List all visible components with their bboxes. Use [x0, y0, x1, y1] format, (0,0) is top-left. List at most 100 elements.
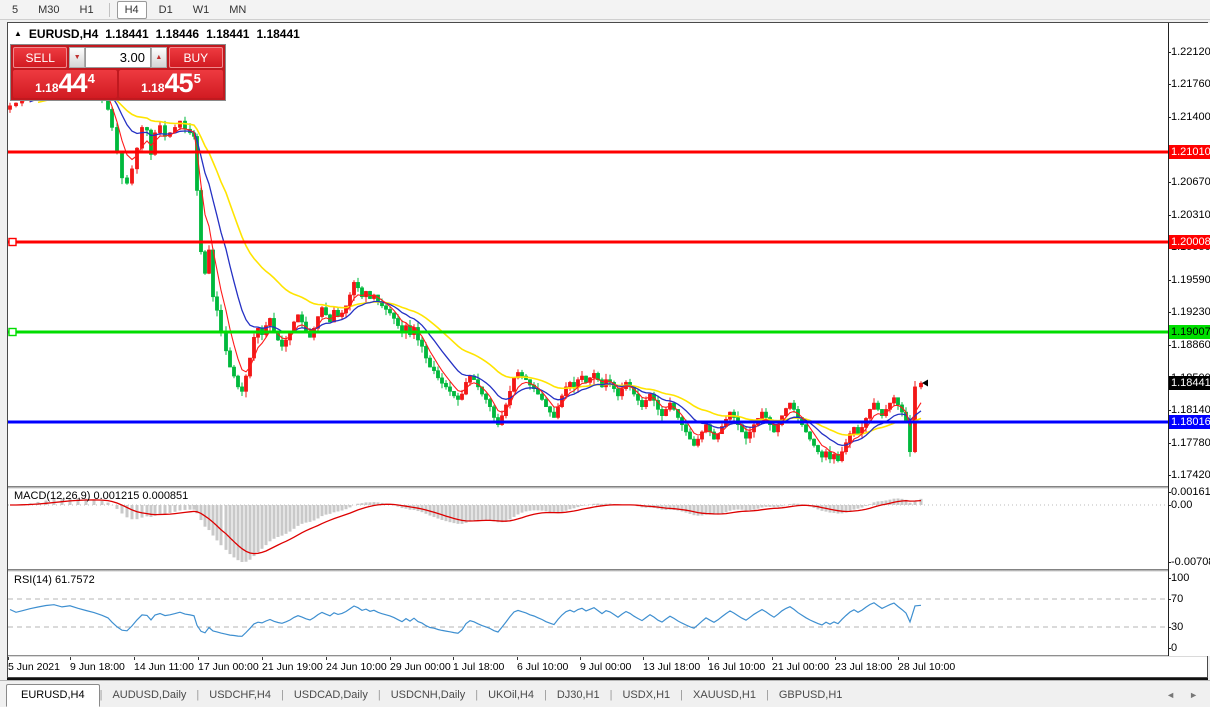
price-badge: 1.18441 — [1169, 376, 1210, 390]
time-axis-label: 9 Jul 00:00 — [580, 657, 632, 673]
price-axis-tick: 1.21400 — [1168, 111, 1210, 123]
buy-price-prefix: 1.18 — [141, 81, 165, 95]
volume-decrease-button[interactable]: ▼ — [69, 47, 85, 68]
time-axis-label: 29 Jun 00:00 — [390, 657, 451, 673]
price-axis-tick: 1.19230 — [1168, 306, 1210, 318]
macd-label: MACD(12,26,9) 0.001215 0.000851 — [14, 490, 189, 502]
price-axis[interactable]: 1.221201.217601.214001.206701.203101.199… — [1167, 23, 1210, 656]
macd-pane-splitter[interactable] — [8, 486, 1207, 489]
price-badge: 1.21010 — [1169, 145, 1210, 159]
time-axis-label: 1 Jul 18:00 — [453, 657, 505, 673]
tab-divider: | — [281, 689, 284, 701]
price-axis-tick: 1.18140 — [1168, 404, 1210, 416]
tab-divider: | — [196, 689, 200, 701]
price-axis-tick: -0.007088 — [1168, 556, 1210, 568]
price-axis-tick: 1.17420 — [1168, 469, 1210, 481]
price-axis-tick: 70 — [1167, 593, 1184, 605]
ohlc-low: 1.18441 — [206, 27, 250, 41]
price-axis-tick: 1.21760 — [1168, 78, 1210, 90]
tab-divider: | — [609, 689, 613, 701]
time-axis-label: 28 Jul 10:00 — [898, 657, 956, 673]
chart-tab-dj30[interactable]: DJ30,H1 — [556, 689, 600, 701]
buy-quote[interactable]: 1.18 45 5 — [119, 70, 223, 98]
chart-header: ▲ EURUSD,H4 1.18441 1.18446 1.18441 1.18… — [14, 27, 300, 41]
chart-tab-gbpusd[interactable]: GBPUSD,H1 — [778, 689, 843, 701]
chart-symbol-period: EURUSD,H4 — [28, 27, 99, 41]
tab-divider: | — [99, 689, 103, 701]
chart-tab-usdx[interactable]: USDX,H1 — [622, 689, 671, 701]
tab-divider: | — [765, 689, 769, 701]
sell-price-sup: 4 — [87, 71, 95, 86]
time-axis-label: 14 Jun 11:00 — [134, 657, 194, 673]
axis-border-line — [1168, 23, 1169, 656]
time-axis-label: 5 Jun 2021 — [8, 657, 60, 673]
tab-scroll-arrows: ◄ ► — [1166, 690, 1210, 706]
rsi-chart-canvas[interactable] — [8, 572, 1168, 655]
time-axis-label: 21 Jul 00:00 — [772, 657, 830, 673]
timeframe-button-h4[interactable]: H4 — [116, 0, 147, 19]
ohlc-high: 1.18446 — [155, 27, 200, 41]
ohlc-open: 1.18441 — [105, 27, 149, 41]
tab-scroll-right-icon[interactable]: ► — [1189, 690, 1198, 700]
window-bottom-border — [7, 678, 1208, 680]
time-axis-label: 9 Jun 18:00 — [70, 657, 125, 673]
price-axis-tick: 30 — [1167, 621, 1184, 633]
rsi-pane-splitter[interactable] — [8, 569, 1207, 572]
timeframe-button-h1[interactable]: H1 — [79, 3, 94, 16]
timeframe-toolbar: 5 M30 H1 H4 D1 W1 MN — [0, 0, 1210, 20]
price-badge: 1.19007 — [1169, 325, 1210, 339]
sell-button[interactable]: SELL — [13, 47, 68, 68]
time-axis[interactable]: 5 Jun 2021 9 Jun 18:00 14 Jun 11:00 17 Jun … — [8, 657, 1168, 677]
chart-tab-audusd[interactable]: AUDUSD,Daily — [112, 689, 187, 701]
sell-price-big: 44 — [58, 68, 88, 98]
timeframe-button-m30[interactable]: M30 — [38, 3, 60, 16]
rsi-label: RSI(14) 61.7572 — [14, 574, 95, 586]
chart-tab-xauusd[interactable]: XAUUSD,H1 — [693, 689, 756, 701]
time-axis-label: 13 Jul 18:00 — [643, 657, 701, 673]
price-axis-tick: 100 — [1167, 572, 1190, 584]
time-axis-label: 23 Jul 18:00 — [835, 657, 893, 673]
chart-tab-usdcad[interactable]: USDCAD,Daily — [293, 689, 368, 701]
timeaxis-splitter — [8, 655, 1207, 657]
price-axis-tick: 0 — [1167, 642, 1178, 654]
tab-divider: | — [377, 689, 381, 701]
time-axis-label: 16 Jul 10:00 — [708, 657, 766, 673]
macd-chart-canvas[interactable] — [8, 489, 1168, 569]
tab-divider: | — [680, 689, 684, 701]
time-axis-label: 24 Jun 10:00 — [326, 657, 387, 673]
chart-tab-usdchf[interactable]: USDCHF,H4 — [209, 689, 271, 701]
chart-tab-usdcnh[interactable]: USDCNH,Daily — [390, 689, 466, 701]
tab-scroll-left-icon[interactable]: ◄ — [1166, 690, 1176, 700]
price-axis-tick: 1.20670 — [1168, 176, 1210, 188]
timeframe-button-mn[interactable]: MN — [229, 3, 247, 16]
tab-divider: | — [475, 689, 479, 701]
volume-input[interactable] — [85, 47, 151, 68]
price-axis-tick: 1.17780 — [1168, 437, 1210, 449]
buy-button[interactable]: BUY — [168, 47, 223, 68]
price-axis-tick: 1.20310 — [1168, 209, 1210, 221]
timeframe-button-d1[interactable]: D1 — [158, 3, 173, 16]
chart-tab-ukoil[interactable]: UKOil,H4 — [488, 689, 534, 701]
sell-quote[interactable]: 1.18 44 4 — [13, 70, 117, 98]
tab-divider: | — [543, 689, 547, 701]
price-axis-tick: 1.19590 — [1168, 274, 1210, 286]
price-axis-tick: 0.00161 — [1168, 486, 1210, 498]
time-axis-label: 17 Jun 00:00 — [198, 657, 259, 673]
ohlc-close: 1.18441 — [256, 27, 300, 41]
price-badge: 1.20008 — [1169, 235, 1210, 249]
time-axis-label: 6 Jul 10:00 — [517, 657, 569, 673]
price-axis-tick: 0.00 — [1167, 499, 1193, 511]
price-axis-tick: 1.22120 — [1168, 46, 1210, 58]
panel-collapse-icon[interactable]: ▲ — [14, 28, 22, 38]
price-badge: 1.18016 — [1169, 415, 1210, 429]
sell-price-prefix: 1.18 — [35, 81, 59, 95]
volume-increase-button[interactable]: ▲ — [151, 47, 167, 68]
buy-price-big: 45 — [164, 68, 194, 98]
price-axis-tick: 1.18860 — [1168, 339, 1210, 351]
timeframe-button-5[interactable]: 5 — [12, 3, 19, 16]
time-axis-label: 21 Jun 19:00 — [262, 657, 323, 673]
chart-tab-bar: EURUSD,H4 | AUDUSD,Daily | USDCHF,H4 | USDCAD,… — [0, 680, 1210, 707]
chart-tab-eurusd[interactable]: EURUSD,H4 — [6, 684, 100, 707]
timeframe-button-w1[interactable]: W1 — [192, 3, 210, 16]
